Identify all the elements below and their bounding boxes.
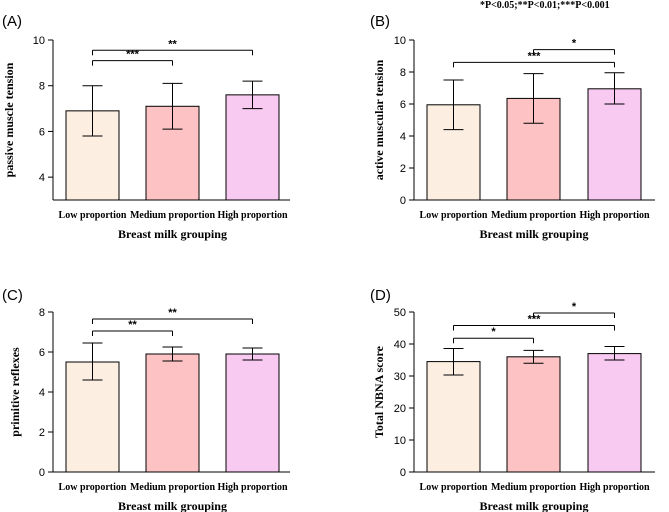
y-axis-title: primitive reflexes [8,347,22,437]
significance-stars: ** [128,319,137,331]
bar-medium [145,353,200,473]
x-category-label: Medium proportion [130,210,216,221]
significance-stars: * [572,38,577,50]
significance-legend: *P<0.05;**P<0.01;***P<0.001 [480,0,610,11]
y-tick-label: 10 [33,35,45,47]
y-tick-label: 6 [400,99,406,111]
panel-label: (C) [2,287,23,304]
y-axis-title: active muscular tension [372,59,386,180]
significance-stars: *** [528,313,542,325]
x-category-label: Medium proportion [491,210,577,221]
x-category-label: High proportion [579,482,650,493]
y-tick-label: 4 [39,387,45,399]
panel-d: (D) 0 10 20 30 40 50 Low proportion Medium propo… [370,287,655,512]
y-tick-label: 20 [394,403,406,415]
y-tick-label: 6 [39,347,45,359]
bar-medium [506,356,561,473]
x-axis-title: Breast milk grouping [118,227,227,241]
y-tick-label: 8 [400,67,406,79]
y-tick-label: 50 [394,307,406,319]
x-axis-title: Breast milk grouping [480,499,589,512]
bar-high [225,353,280,473]
panel-label: (D) [370,287,391,304]
panel-label: (B) [370,13,390,30]
x-category-label: Low proportion [59,482,127,493]
x-axis-title: Breast milk grouping [480,227,589,241]
x-category-label: High proportion [217,210,288,221]
y-tick-label: 6 [39,126,45,138]
y-tick-label: 4 [400,131,406,143]
bar-high [587,353,642,473]
x-category-label: High proportion [579,210,650,221]
panel-c: (C) 0 2 4 6 8 Low proportion Medium proportion H… [2,287,290,512]
y-tick-label: 2 [39,427,45,439]
significance-stars: * [491,326,496,338]
y-tick-label: 2 [400,163,406,175]
y-tick-label: 10 [394,435,406,447]
bar-low [426,361,481,473]
panel-label: (A) [2,13,22,30]
x-category-label: Low proportion [420,210,488,221]
panel-b: (B) 0 2 4 6 8 10 Low proportion Medium proportio… [370,13,655,241]
y-tick-label: 4 [39,172,45,184]
panel-a: (A) 4 6 8 10 Low proportion Medium proportion H… [2,13,290,241]
x-category-label: Low proportion [59,210,127,221]
x-category-label: Medium proportion [491,482,577,493]
significance-stars: * [572,301,577,313]
significance-stars: ** [168,307,177,319]
significance-stars: ** [168,38,177,50]
x-category-label: High proportion [217,482,288,493]
y-tick-label: 0 [400,467,406,479]
x-category-label: Medium proportion [130,482,216,493]
y-tick-label: 40 [394,339,406,351]
y-tick-label: 8 [39,307,45,319]
significance-stars: *** [528,50,542,62]
x-axis-title: Breast milk grouping [118,499,227,512]
y-axis-title: passive muscle tension [2,62,16,177]
bar-high [587,88,642,201]
y-tick-label: 30 [394,371,406,383]
x-category-label: Low proportion [420,482,488,493]
y-tick-label: 0 [400,195,406,207]
y-tick-label: 0 [39,467,45,479]
y-tick-label: 8 [39,81,45,93]
significance-stars: *** [126,49,140,61]
y-tick-label: 10 [394,35,406,47]
y-axis-title: Total NBNA score [372,345,386,438]
bar-high [225,94,280,201]
